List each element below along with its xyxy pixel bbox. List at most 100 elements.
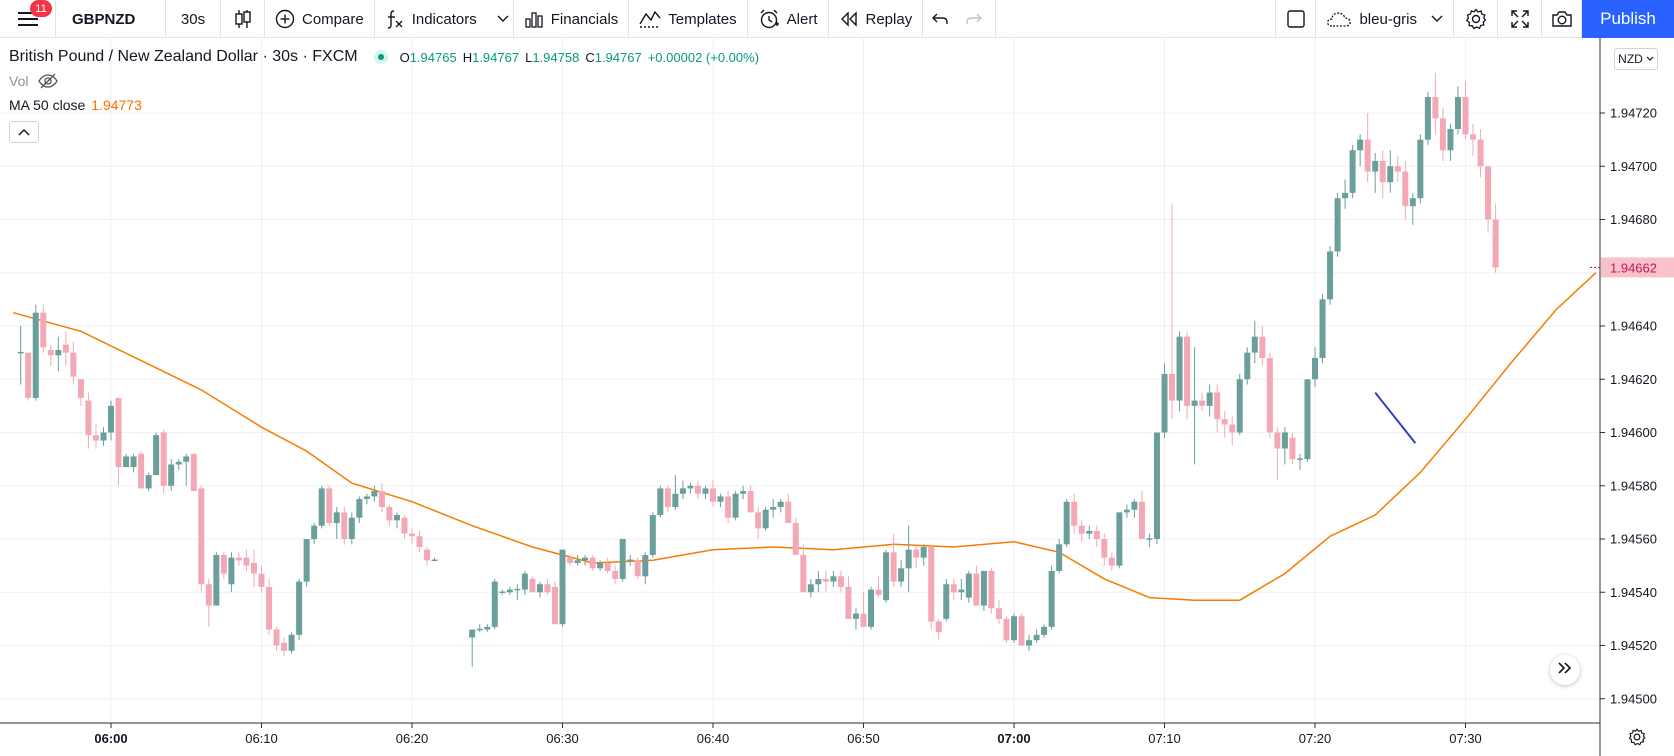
replay-button[interactable]: Replay [829,0,924,38]
candle-body [469,629,476,638]
candle [1063,499,1070,547]
candle [559,549,566,627]
candle [1048,565,1055,630]
candle [1101,533,1108,566]
layout-selector[interactable]: bleu-gris [1316,0,1454,38]
trend-line-drawing [1374,391,1417,444]
candle-body [1003,618,1010,641]
currency-selector[interactable]: NZD [1614,48,1658,70]
chevron-down-icon[interactable] [497,15,509,23]
candle [551,581,558,625]
price-change: +0.00002 (+0.00%) [647,49,760,65]
market-status-icon[interactable] [373,50,388,64]
candle-body [348,517,355,539]
candle [431,557,438,562]
candle-body [1146,538,1153,540]
undo-icon [931,12,949,26]
candle [1086,525,1093,539]
candle-body [958,589,965,593]
candle [1108,552,1115,571]
candle [717,493,724,508]
candle [469,629,476,667]
templates-label: Templates [668,10,737,28]
symbol-title[interactable]: British Pound / New Zealand Dollar · 30s… [9,48,358,65]
candle [62,331,69,366]
snapshot-button[interactable] [1542,0,1582,38]
collapse-legend-button[interactable] [9,121,39,143]
price-tick-label: 1.94700 [1610,159,1657,174]
candle-body [604,562,611,571]
candle [920,544,927,566]
scroll-to-realtime-button[interactable] [1550,655,1580,685]
ma-legend[interactable]: MA 50 close 1.94773 [9,97,142,115]
candle-body [1169,373,1176,401]
indicators-button[interactable]: Indicators [375,0,514,38]
candle [1454,86,1461,135]
candle [1439,107,1446,161]
fullscreen-button[interactable] [1498,0,1542,38]
candle-body [62,344,69,353]
candle-body [424,549,431,561]
candle-body [1251,336,1258,353]
candle [198,485,205,593]
compare-button[interactable]: Compare [265,0,375,38]
candle-body [559,549,566,625]
candle [1296,453,1303,470]
candle [1349,144,1356,199]
candle [702,485,709,500]
candle-body [1191,400,1198,406]
candle-body [717,496,724,502]
financials-button[interactable]: Financials [514,0,630,38]
candle [913,544,920,569]
undo-button[interactable] [923,0,957,38]
alert-button[interactable]: Alert [748,0,829,38]
price-tick-label: 1.94540 [1610,585,1657,600]
candle [288,632,295,654]
candle-body [649,515,656,555]
candle-body [228,557,235,585]
candle-body [296,581,303,635]
fullscreen-layout-button[interactable] [1276,0,1317,38]
chart-type-button[interactable] [221,0,265,38]
candle [770,499,777,518]
candle-body [416,536,423,547]
templates-button[interactable]: Templates [629,0,748,38]
eye-hidden-icon[interactable] [38,73,59,89]
redo-icon [965,12,983,26]
candle [905,525,912,593]
candle-body [1086,531,1093,534]
interval-button[interactable]: 30s [166,0,221,38]
candle [1214,384,1221,433]
candle-body [785,501,792,524]
candle-body [1101,539,1108,558]
candle-body [190,453,197,492]
candle-body [913,549,920,558]
volume-legend[interactable]: Vol [9,72,59,90]
financials-label: Financials [550,10,619,28]
candle [266,578,273,635]
rewind-icon [839,11,859,27]
publish-button[interactable]: Publish [1582,0,1674,38]
price-chart[interactable]: 1.94720 1.94700 1.94680 1.94640 1.94620 1.946… [0,38,1674,756]
chart-settings-button[interactable] [1628,728,1646,751]
settings-button[interactable] [1454,0,1498,38]
alarm-clock-icon [758,8,780,30]
main-menu-button[interactable]: 11 [0,0,56,38]
alert-label: Alert [786,10,818,28]
candle [499,589,506,595]
candle [17,326,24,385]
chart-legend: British Pound / New Zealand Dollar · 30s… [9,46,765,68]
redo-button[interactable] [957,0,997,38]
candle [1492,203,1499,273]
candle-body [243,557,250,566]
gear-icon [1628,728,1646,750]
time-tick-label: 06:20 [396,731,429,746]
candle-body [1334,198,1341,252]
candle-body [634,560,641,577]
price-tick-label: 1.94560 [1610,532,1657,547]
symbol-search-button[interactable]: GBPNZD [56,0,166,38]
candle [1056,539,1063,574]
candle [484,624,491,633]
compare-label: Compare [302,10,364,28]
candle-body [288,634,295,651]
